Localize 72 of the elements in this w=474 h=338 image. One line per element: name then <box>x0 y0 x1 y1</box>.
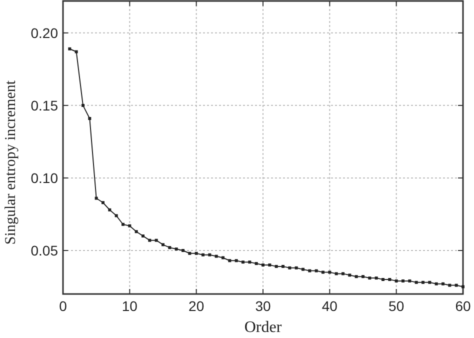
point <box>422 280 424 284</box>
point <box>94 196 98 200</box>
x-tick-label: 20 <box>188 298 204 314</box>
y-tick-label: 0.20 <box>30 24 58 41</box>
point <box>402 279 404 282</box>
point <box>254 262 258 266</box>
x-tick-label: 50 <box>388 298 404 314</box>
point <box>342 272 344 276</box>
point <box>368 276 372 280</box>
point <box>388 278 392 281</box>
point <box>322 270 324 274</box>
point <box>248 260 252 264</box>
point <box>448 284 452 287</box>
point <box>202 253 204 256</box>
point <box>374 276 378 280</box>
point <box>128 224 132 228</box>
point <box>182 248 184 252</box>
y-tick-label: 0.05 <box>30 242 58 258</box>
x-tick-label: 30 <box>255 298 271 314</box>
line-series <box>68 47 464 288</box>
point <box>154 238 158 242</box>
point <box>428 280 432 284</box>
point <box>362 275 364 278</box>
point <box>228 259 232 262</box>
point <box>194 252 198 255</box>
point <box>348 274 352 277</box>
point <box>328 270 332 274</box>
x-tick-label: 0 <box>59 298 68 314</box>
point <box>282 264 284 268</box>
point <box>442 282 444 286</box>
x-tick-label: 60 <box>455 298 471 314</box>
point <box>82 104 84 107</box>
point <box>88 116 92 120</box>
point <box>408 279 412 282</box>
x-tick-label: 10 <box>122 298 138 314</box>
y-tick-label: 0.15 <box>30 97 58 114</box>
point <box>122 222 124 226</box>
point <box>108 208 112 212</box>
point <box>102 201 104 204</box>
point <box>294 266 298 270</box>
point <box>314 269 318 272</box>
point <box>222 256 224 260</box>
point <box>462 285 464 288</box>
point <box>308 269 312 272</box>
point <box>74 50 78 54</box>
y-axis-title: Singular entropy increment <box>3 80 19 245</box>
point <box>302 268 304 271</box>
x-axis-title: Order <box>244 319 282 336</box>
point <box>242 260 244 264</box>
point <box>68 47 72 50</box>
point <box>214 254 218 258</box>
point <box>142 234 144 238</box>
point <box>334 272 338 276</box>
y-tick-label: 0.10 <box>30 170 58 186</box>
point <box>168 246 172 250</box>
point <box>174 248 178 251</box>
point <box>354 275 358 278</box>
point <box>268 263 272 266</box>
x-tick-label: 40 <box>322 298 338 314</box>
point <box>414 280 418 284</box>
point <box>288 266 292 270</box>
point <box>454 284 458 287</box>
point <box>148 238 152 242</box>
point <box>434 282 438 286</box>
point <box>188 252 192 255</box>
point <box>394 279 398 282</box>
point <box>234 259 238 262</box>
point <box>274 264 278 268</box>
point <box>162 243 164 246</box>
point <box>134 230 138 234</box>
point <box>208 253 212 256</box>
point <box>114 214 118 218</box>
